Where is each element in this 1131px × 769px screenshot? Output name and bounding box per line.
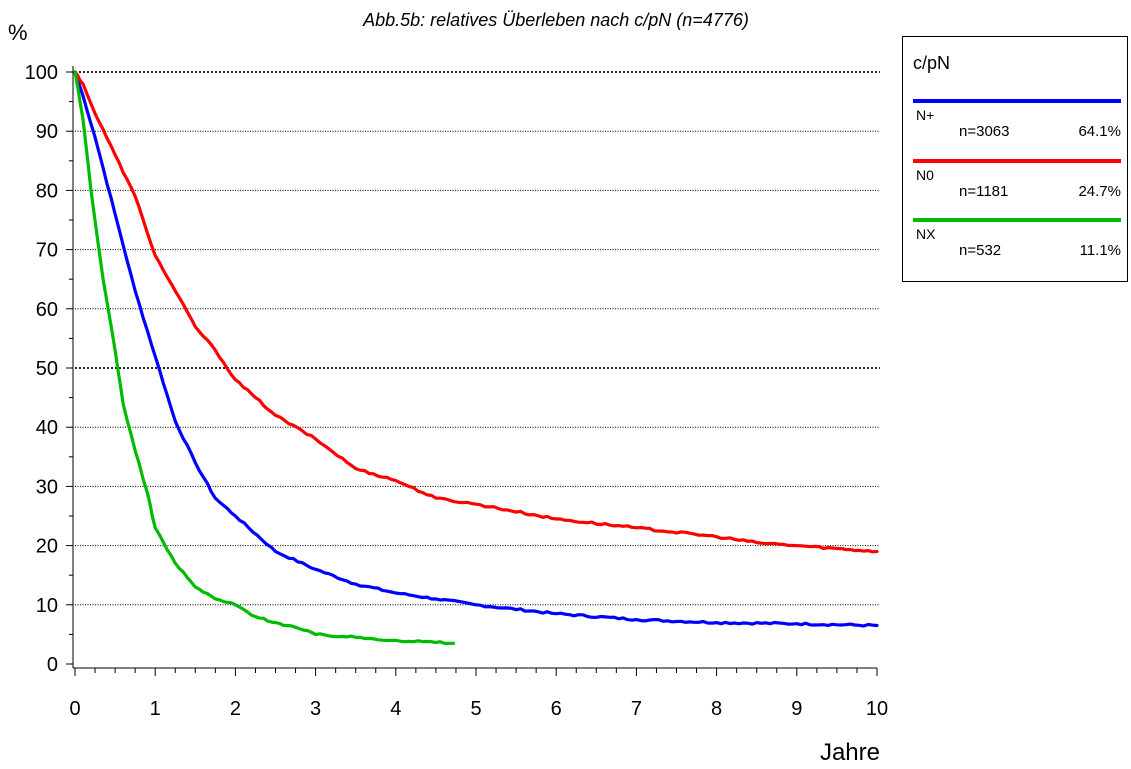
x-tick-label: 7 <box>631 698 642 720</box>
legend-item-n0: N0 n=1181 24.7% <box>913 159 1121 211</box>
x-tick-label: 2 <box>230 698 241 720</box>
legend-count-n0: n=1181 <box>959 183 1009 200</box>
legend-swatch-n0 <box>913 159 1121 163</box>
x-tick-label: 4 <box>390 698 401 720</box>
y-tick-label: 90 <box>36 121 58 143</box>
grid-lines <box>75 71 880 606</box>
legend-swatch-nx <box>913 218 1121 222</box>
y-tick-label: 60 <box>36 299 58 321</box>
legend-percent-n0: 24.7% <box>1078 183 1121 200</box>
series-lines <box>73 70 879 645</box>
series-line-N+ <box>73 70 879 628</box>
legend-count-nplus: n=3063 <box>959 123 1010 140</box>
axis-ticks: 0 10 20 30 40 50 60 70 80 90 100 0 1 2 3 4 5 6 7 8 9 10 <box>25 62 889 720</box>
legend-title: c/pN <box>913 53 951 73</box>
y-tick-label: 0 <box>47 654 58 676</box>
x-tick-label: 3 <box>310 698 321 720</box>
legend: c/pN N+ n=3063 64.1% N0 n=1181 24.7% NX … <box>902 36 1128 282</box>
y-tick-label: 70 <box>36 240 58 262</box>
legend-item-nplus: N+ n=3063 64.1% <box>913 99 1121 151</box>
x-tick-label: 9 <box>791 698 802 720</box>
y-tick-label: 100 <box>25 62 58 84</box>
chart-title: Abb.5b: relatives Überleben nach c/pN (n… <box>362 10 749 30</box>
x-tick-label: 1 <box>150 698 161 720</box>
legend-percent-nx: 11.1% <box>1079 242 1121 259</box>
x-tick-label: 0 <box>69 698 80 720</box>
legend-item-nx: NX n=532 11.1% <box>913 218 1121 270</box>
y-tick-label: 30 <box>36 476 58 498</box>
x-tick-label: 6 <box>551 698 562 720</box>
series-line-NX <box>73 70 456 645</box>
x-tick-label: 8 <box>711 698 722 720</box>
y-tick-label: 10 <box>36 595 58 617</box>
legend-swatch-nplus <box>913 99 1121 103</box>
legend-label-nx: NX <box>916 226 936 242</box>
y-tick-label: 20 <box>36 536 58 558</box>
y-tick-label: 50 <box>36 358 58 380</box>
y-tick-label: 40 <box>36 417 58 439</box>
x-axis-label: Jahre <box>820 739 880 766</box>
legend-count-nx: n=532 <box>959 242 1002 259</box>
axes <box>72 66 877 669</box>
x-tick-label: 10 <box>866 698 888 720</box>
y-tick-label: 80 <box>36 180 58 202</box>
legend-percent-nplus: 64.1% <box>1078 123 1121 140</box>
legend-label-nplus: N+ <box>916 107 935 123</box>
x-tick-label: 5 <box>470 698 481 720</box>
series-line-N0 <box>73 70 879 554</box>
legend-label-n0: N0 <box>916 167 934 183</box>
y-axis-unit: % <box>8 20 28 45</box>
